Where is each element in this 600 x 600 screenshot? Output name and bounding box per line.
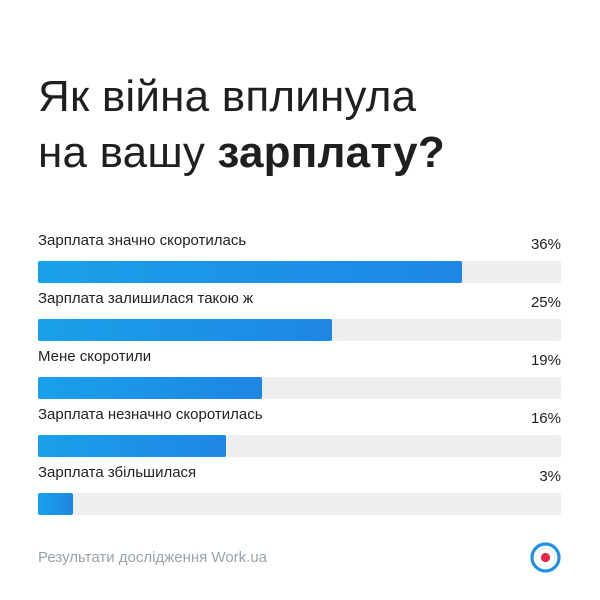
bar-row: Зарплата незначно скоротилась 16% [38, 406, 561, 457]
bar-track [38, 435, 561, 457]
bar-row: Зарплата збільшилася 3% [38, 464, 561, 515]
title-line-1: Як війна вплинула [38, 72, 417, 122]
bar-track [38, 319, 561, 341]
source-note: Результати дослідження Work.ua [38, 549, 268, 566]
bar-row: Мене скоротили 19% [38, 348, 561, 399]
bar-row: Зарплата залишилася такою ж 25% [38, 290, 561, 341]
bar-row: Зарплата значно скоротилась 36% [38, 232, 561, 283]
bar-label: Мене скоротили [38, 348, 152, 365]
bar [38, 261, 462, 283]
bar-value-label: 19% [530, 352, 561, 369]
bar-value-label: 16% [530, 410, 561, 427]
bar-track [38, 493, 561, 515]
bar [38, 435, 226, 457]
bar-value-label: 25% [530, 294, 561, 311]
title-line-2-bold: зарплату? [217, 128, 445, 178]
bar [38, 493, 73, 515]
bar-track [38, 261, 561, 283]
bar-label: Зарплата значно скоротилась [38, 232, 247, 249]
bar-label: Зарплата незначно скоротилась [38, 406, 263, 423]
title-line-2-regular: на вашу [38, 128, 218, 178]
chart-title: Як війна вплинула на вашу зарплату? [38, 69, 445, 181]
bar-value-label: 3% [539, 468, 561, 485]
bar [38, 377, 262, 399]
bar [38, 319, 332, 341]
bar-value-label: 36% [530, 236, 561, 253]
work-ua-logo-icon [530, 542, 561, 573]
bar-label: Зарплата залишилася такою ж [38, 290, 254, 307]
bar-track [38, 377, 561, 399]
bar-label: Зарплата збільшилася [38, 464, 197, 481]
title-line-2: на вашу зарплату? [38, 125, 445, 181]
